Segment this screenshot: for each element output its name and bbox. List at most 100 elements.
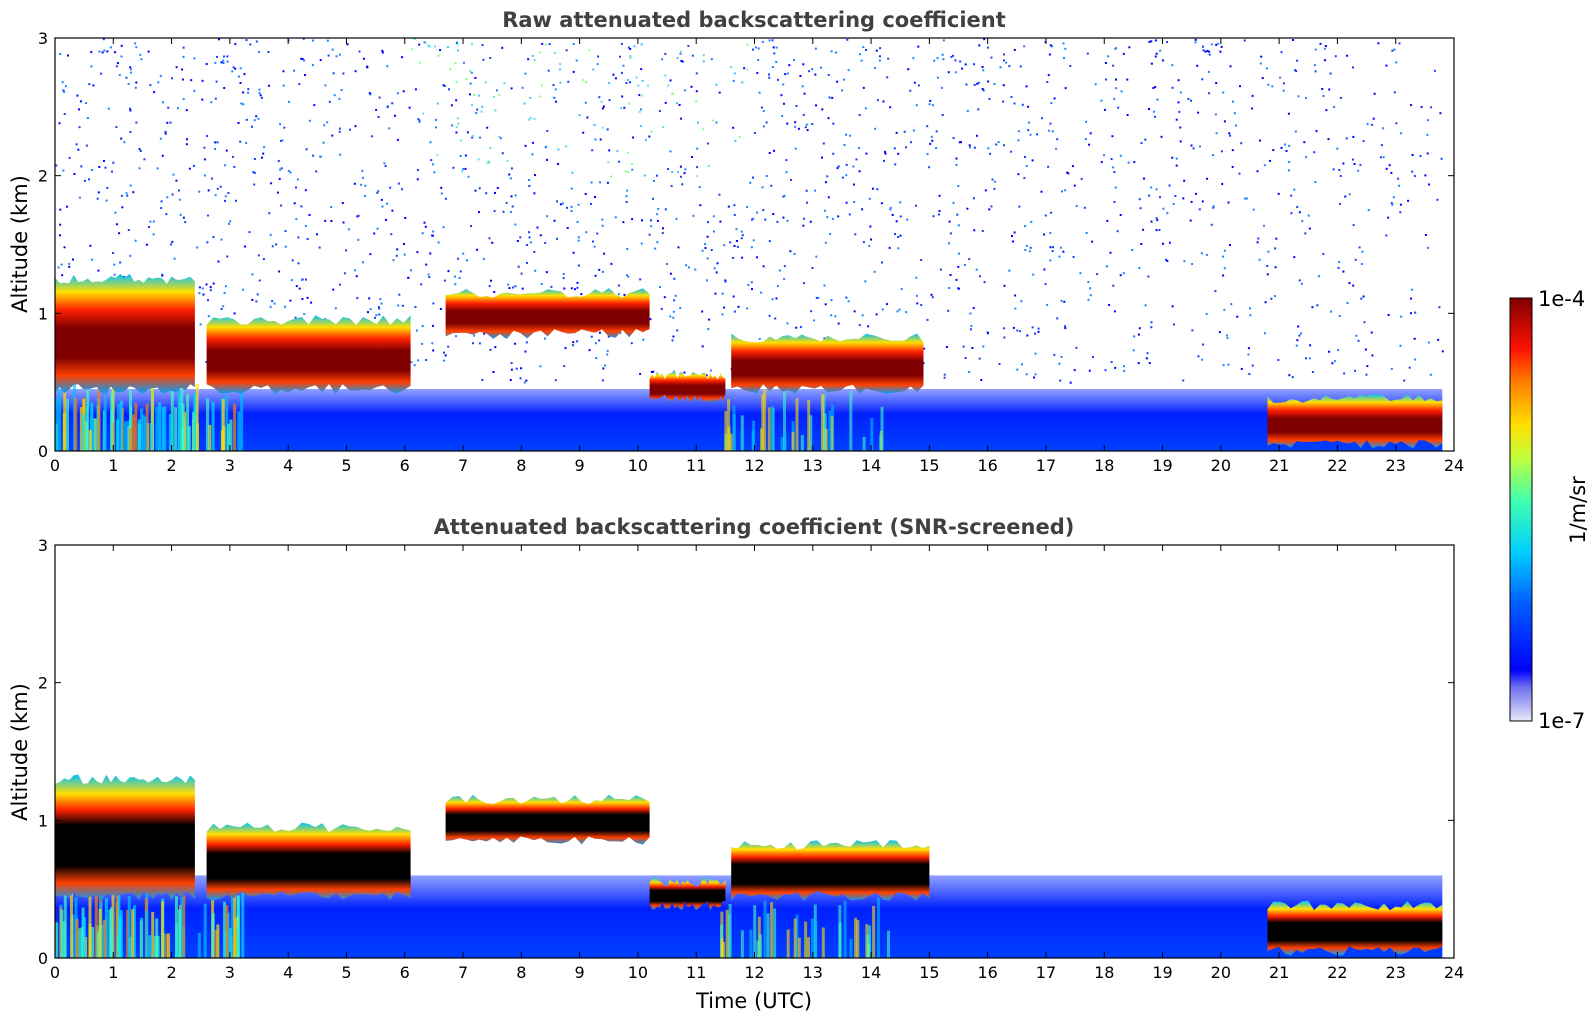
noise-speck bbox=[403, 243, 405, 245]
noise-speck bbox=[1358, 246, 1361, 249]
noise-speck bbox=[942, 58, 945, 61]
noise-speck bbox=[875, 49, 878, 52]
noise-speck bbox=[383, 162, 386, 165]
noise-speck bbox=[251, 273, 254, 276]
noise-speck bbox=[678, 104, 681, 106]
noise-speck bbox=[640, 242, 643, 245]
noise-speck bbox=[222, 305, 225, 308]
streak bbox=[180, 897, 184, 958]
streak bbox=[786, 929, 790, 958]
noise-speck bbox=[517, 265, 520, 268]
noise-speck bbox=[510, 195, 513, 198]
noise-speck bbox=[498, 94, 501, 96]
noise-speck bbox=[161, 274, 164, 277]
noise-speck bbox=[1288, 144, 1291, 147]
noise-speck bbox=[1047, 74, 1050, 77]
noise-speck bbox=[948, 287, 951, 289]
noise-speck bbox=[730, 66, 733, 69]
noise-speck bbox=[622, 64, 625, 67]
noise-speck bbox=[381, 51, 384, 54]
y-tick-label: 1 bbox=[38, 811, 48, 830]
noise-speck bbox=[1050, 211, 1053, 214]
noise-speck bbox=[477, 158, 480, 161]
noise-speck bbox=[239, 67, 242, 70]
noise-speck bbox=[1210, 223, 1213, 226]
cloud-layer bbox=[1267, 900, 1443, 956]
noise-speck bbox=[301, 278, 303, 281]
noise-speck bbox=[935, 130, 938, 133]
streak bbox=[807, 937, 810, 958]
noise-speck bbox=[90, 169, 93, 171]
x-tick-label: 14 bbox=[861, 963, 881, 982]
noise-speck bbox=[1352, 135, 1355, 138]
noise-speck bbox=[120, 137, 123, 140]
noise-speck bbox=[672, 310, 675, 313]
y-tick-label: 1 bbox=[38, 304, 48, 323]
noise-speck bbox=[1298, 279, 1301, 282]
noise-speck bbox=[1117, 106, 1120, 109]
noise-speck bbox=[219, 185, 222, 188]
y-tick-label: 3 bbox=[38, 536, 48, 555]
noise-speck bbox=[1145, 357, 1148, 360]
noise-speck bbox=[805, 123, 808, 126]
noise-speck bbox=[464, 167, 467, 170]
noise-speck bbox=[630, 342, 633, 345]
noise-speck bbox=[1410, 288, 1413, 291]
noise-speck bbox=[596, 63, 599, 66]
streak bbox=[131, 414, 135, 451]
noise-speck bbox=[1229, 244, 1231, 247]
noise-speck bbox=[328, 100, 331, 103]
noise-speck bbox=[738, 135, 741, 138]
noise-speck bbox=[732, 79, 735, 82]
noise-speck bbox=[1140, 243, 1143, 245]
noise-speck bbox=[867, 325, 870, 328]
noise-speck bbox=[509, 379, 512, 381]
x-tick-label: 20 bbox=[1211, 456, 1231, 475]
noise-speck bbox=[1148, 362, 1151, 365]
noise-speck bbox=[702, 54, 705, 57]
noise-speck bbox=[1049, 232, 1052, 234]
noise-speck bbox=[889, 206, 892, 209]
streak bbox=[807, 399, 811, 451]
noise-speck bbox=[972, 307, 975, 310]
cloud-layer bbox=[445, 794, 650, 845]
noise-speck bbox=[1322, 95, 1325, 97]
noise-speck bbox=[1308, 357, 1311, 360]
noise-speck bbox=[672, 316, 675, 319]
noise-speck bbox=[1192, 147, 1195, 150]
noise-speck bbox=[943, 376, 946, 379]
noise-speck bbox=[1178, 110, 1181, 113]
noise-speck bbox=[539, 365, 542, 368]
noise-speck bbox=[455, 335, 457, 338]
noise-speck bbox=[897, 236, 900, 238]
noise-speck bbox=[115, 126, 118, 129]
noise-speck bbox=[1269, 159, 1271, 162]
noise-speck bbox=[1066, 171, 1069, 174]
noise-speck bbox=[1052, 246, 1054, 249]
noise-speck bbox=[273, 302, 276, 305]
noise-speck bbox=[559, 63, 562, 65]
noise-speck bbox=[905, 311, 908, 314]
noise-speck bbox=[1438, 306, 1441, 309]
noise-speck bbox=[432, 349, 435, 352]
noise-speck bbox=[1027, 129, 1030, 132]
noise-speck bbox=[1062, 42, 1065, 45]
noise-speck bbox=[451, 124, 454, 127]
noise-speck bbox=[1031, 159, 1034, 162]
noise-speck bbox=[938, 210, 941, 213]
noise-speck bbox=[268, 212, 271, 215]
noise-speck bbox=[170, 243, 173, 246]
noise-speck bbox=[519, 377, 522, 380]
noise-speck bbox=[362, 176, 364, 179]
noise-speck bbox=[841, 176, 844, 179]
noise-speck bbox=[1337, 349, 1340, 352]
streak bbox=[163, 406, 167, 451]
noise-speck bbox=[1373, 92, 1376, 95]
noise-speck bbox=[620, 71, 623, 74]
noise-speck bbox=[559, 81, 562, 84]
noise-speck bbox=[1017, 139, 1020, 142]
streak bbox=[195, 384, 199, 451]
noise-speck bbox=[664, 101, 667, 104]
noise-speck bbox=[113, 263, 116, 266]
